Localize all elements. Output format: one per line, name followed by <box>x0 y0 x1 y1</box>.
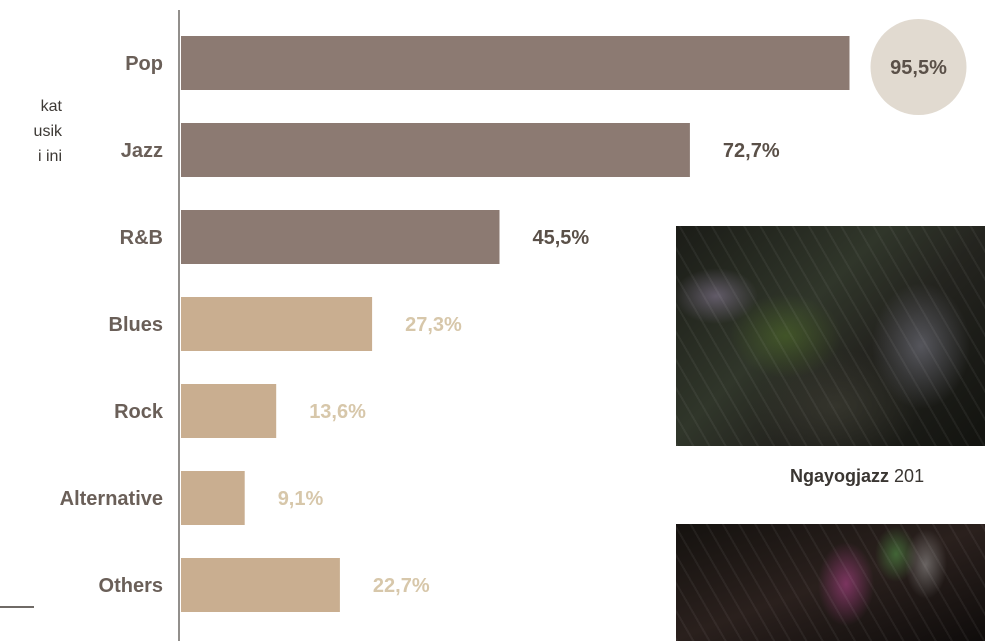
category-label: Rock <box>114 401 164 423</box>
caption-year: 201 <box>894 466 925 486</box>
concert-photo-2 <box>676 524 985 641</box>
bar <box>181 471 245 525</box>
bar <box>181 36 850 90</box>
intro-line-2: usik <box>33 123 62 140</box>
bar <box>181 384 277 438</box>
bar <box>181 297 373 351</box>
bar <box>181 558 340 612</box>
value-label: 22,7% <box>373 575 430 597</box>
value-label: 72,7% <box>723 140 780 162</box>
intro-line-3: i ini <box>37 148 62 165</box>
photo-caption: Ngayogjazz 201 <box>790 466 924 487</box>
caption-title: Ngayogjazz <box>790 466 890 486</box>
intro-text-fragment: kat usik i ini <box>0 94 62 169</box>
value-label: 95,5% <box>890 57 947 79</box>
value-label: 13,6% <box>309 401 366 423</box>
bar <box>181 210 500 264</box>
category-label: Alternative <box>60 488 163 510</box>
category-label: Pop <box>125 53 163 75</box>
divider-rule <box>0 606 34 608</box>
category-label: R&B <box>120 227 163 249</box>
concert-photo-1 <box>676 226 985 446</box>
value-label: 27,3% <box>405 314 462 336</box>
category-label: Jazz <box>121 140 163 162</box>
highlight-circle <box>870 19 967 115</box>
category-label: Blues <box>109 314 163 336</box>
intro-line-1: kat <box>40 98 62 115</box>
value-label: 9,1% <box>278 488 324 510</box>
bar <box>181 123 690 177</box>
category-label: Others <box>99 575 163 597</box>
value-label: 45,5% <box>533 227 590 249</box>
